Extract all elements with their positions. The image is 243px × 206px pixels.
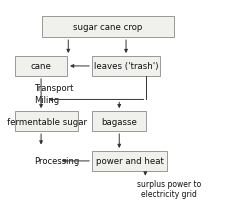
Text: surplus power to
electricity grid: surplus power to electricity grid [137, 179, 201, 199]
Text: leaves ('trash'): leaves ('trash') [94, 62, 158, 71]
FancyBboxPatch shape [42, 17, 174, 38]
Text: cane: cane [31, 62, 52, 71]
FancyBboxPatch shape [92, 111, 147, 131]
FancyBboxPatch shape [92, 57, 160, 77]
Text: power and heat: power and heat [95, 157, 163, 166]
Text: Processing: Processing [34, 156, 79, 165]
Text: Transport: Transport [34, 83, 73, 92]
Text: bagasse: bagasse [101, 117, 137, 126]
Text: Miling: Miling [34, 95, 59, 104]
Text: fermentable sugar: fermentable sugar [7, 117, 87, 126]
Text: sugar cane crop: sugar cane crop [73, 23, 143, 32]
FancyBboxPatch shape [15, 57, 67, 77]
FancyBboxPatch shape [15, 111, 78, 131]
FancyBboxPatch shape [92, 151, 167, 171]
